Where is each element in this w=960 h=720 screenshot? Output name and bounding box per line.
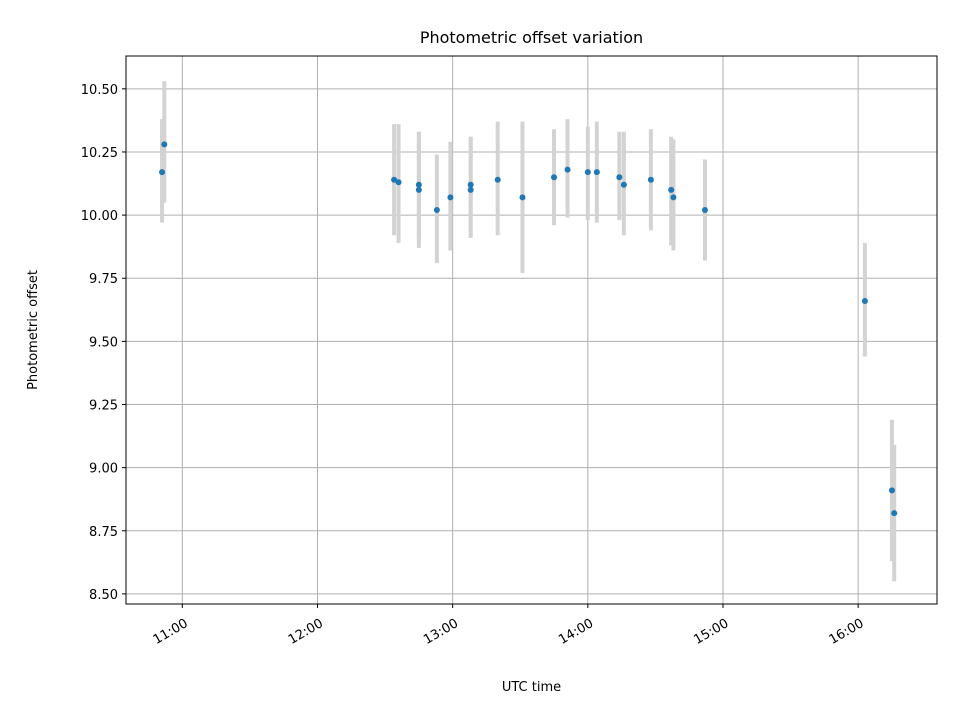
y-tick-label: 9.25	[89, 398, 118, 413]
data-point	[159, 169, 166, 176]
data-point	[519, 194, 526, 201]
data-point	[647, 176, 654, 183]
x-tick-label: 11:00	[151, 616, 191, 648]
y-tick-label: 8.75	[89, 525, 118, 540]
data-point	[584, 169, 591, 176]
data-points	[159, 141, 898, 517]
data-point	[494, 176, 501, 183]
data-point	[668, 186, 675, 193]
x-tick-label: 16:00	[827, 616, 867, 648]
data-point	[564, 166, 571, 173]
data-point	[395, 179, 402, 186]
data-point	[415, 186, 422, 193]
x-tick-label: 14:00	[556, 616, 596, 648]
x-tick-label: 13:00	[421, 616, 461, 648]
y-tick-label: 8.50	[89, 588, 118, 603]
data-point	[161, 141, 168, 148]
y-tick-label: 10.00	[81, 209, 118, 224]
x-axis-label: UTC time	[502, 680, 561, 695]
y-tick-label: 10.25	[81, 146, 118, 161]
chart-title: Photometric offset variation	[420, 28, 643, 47]
data-point	[701, 207, 708, 214]
error-bars	[160, 81, 897, 582]
y-tick-label: 9.00	[89, 462, 118, 477]
data-point	[551, 174, 558, 181]
plot-frame	[125, 55, 938, 605]
data-point	[620, 181, 627, 188]
y-tick-label: 9.75	[89, 272, 118, 287]
data-point	[391, 176, 398, 183]
data-point	[467, 186, 474, 193]
ticks: 11:00 12:00 13:00 14:00 15:00 16:00 8.50 8.75 9.…	[81, 83, 867, 648]
y-tick-label: 10.50	[81, 83, 118, 98]
y-axis-label: Photometric offset	[26, 270, 41, 390]
grid	[126, 56, 937, 604]
x-tick-label: 15:00	[691, 616, 731, 648]
data-point	[861, 297, 868, 304]
data-point	[670, 194, 677, 201]
data-point	[447, 194, 454, 201]
data-point	[433, 207, 440, 214]
data-point	[467, 181, 474, 188]
y-tick-label: 9.50	[89, 335, 118, 350]
data-point	[616, 174, 623, 181]
data-point	[888, 487, 895, 494]
data-point	[593, 169, 600, 176]
x-tick-label: 12:00	[286, 616, 326, 648]
data-point	[415, 181, 422, 188]
data-point	[891, 510, 898, 517]
